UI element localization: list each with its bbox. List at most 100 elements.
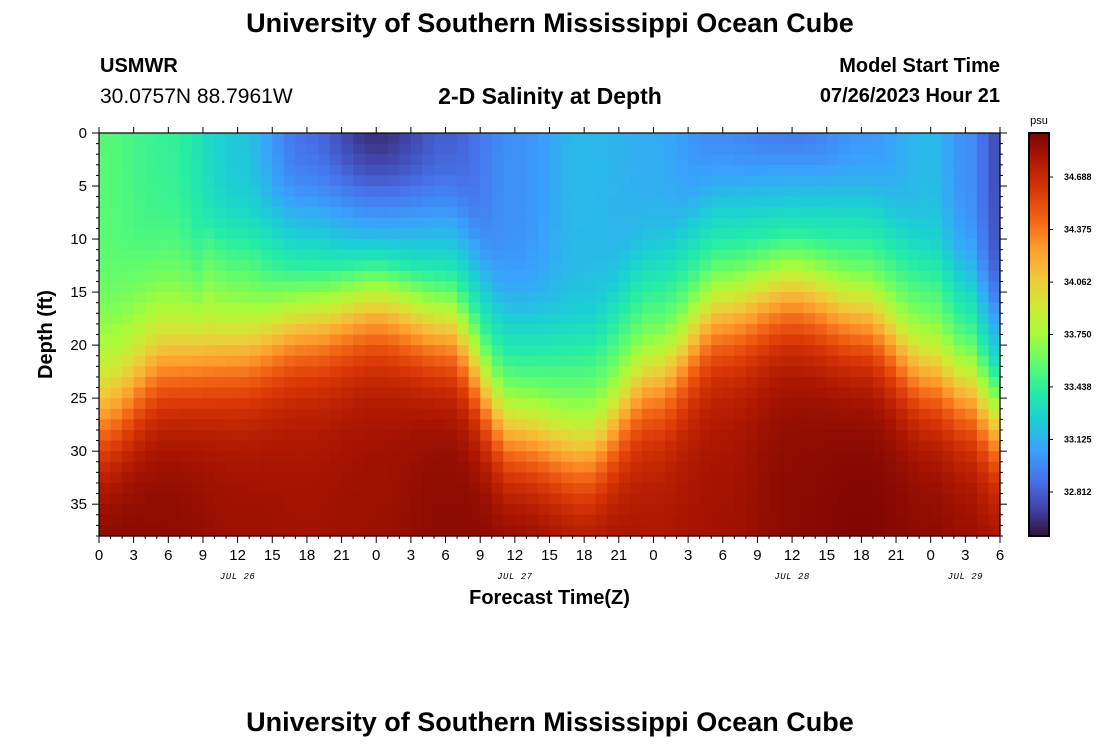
heatmap-cell: [503, 249, 516, 261]
heatmap-cell: [260, 472, 273, 484]
heatmap-cell: [849, 355, 862, 367]
heatmap-cell: [353, 133, 366, 145]
y-tick-label: 20: [70, 337, 87, 354]
heatmap-cell: [549, 186, 562, 198]
heatmap-cell: [872, 323, 886, 336]
heatmap-cell: [965, 323, 978, 336]
heatmap-cell: [942, 154, 955, 166]
heatmap-cell: [468, 440, 481, 452]
heatmap-cell: [757, 260, 770, 272]
heatmap-cell: [457, 408, 470, 420]
heatmap-cell: [330, 376, 343, 389]
heatmap-cell: [849, 196, 862, 208]
heatmap-cell: [872, 292, 886, 304]
heatmap-cell: [618, 302, 631, 314]
heatmap-cell: [561, 154, 574, 166]
heatmap-cell: [445, 376, 458, 389]
heatmap-cell: [330, 217, 343, 230]
heatmap-cell: [838, 302, 851, 314]
heatmap-cell: [988, 461, 1001, 473]
heatmap-cell: [353, 196, 366, 208]
heatmap-cell: [884, 143, 897, 155]
heatmap-cell: [641, 366, 655, 378]
heatmap-cell: [330, 387, 343, 399]
heatmap-cell: [561, 482, 574, 495]
heatmap-cell: [122, 472, 135, 484]
heatmap-cell: [503, 239, 516, 251]
heatmap-cell: [561, 196, 574, 208]
heatmap-cell: [514, 260, 527, 272]
heatmap-cell: [433, 504, 447, 516]
heatmap-cell: [699, 440, 712, 452]
heatmap-cell: [422, 270, 435, 283]
heatmap-cell: [919, 260, 932, 272]
heatmap-cell: [711, 270, 724, 283]
heatmap-cell: [907, 175, 920, 187]
heatmap-cell: [607, 429, 620, 442]
heatmap-cell: [399, 249, 412, 261]
heatmap-cell: [122, 164, 135, 177]
heatmap-cell: [214, 186, 227, 198]
heatmap-cell: [838, 154, 851, 166]
heatmap-cell: [630, 281, 643, 293]
heatmap-cell: [618, 440, 631, 452]
heatmap-cell: [919, 270, 932, 283]
heatmap-cell: [965, 345, 978, 357]
heatmap-cell: [572, 376, 585, 389]
heatmap-cell: [919, 472, 932, 484]
heatmap-cell: [295, 228, 308, 240]
heatmap-cell: [722, 376, 735, 389]
heatmap-cell: [641, 164, 655, 177]
heatmap-cell: [422, 355, 435, 367]
heatmap-cell: [260, 387, 273, 399]
heatmap-cell: [549, 292, 562, 304]
heatmap-cell: [699, 451, 712, 463]
heatmap-cell: [861, 217, 874, 230]
heatmap-cell: [699, 429, 712, 442]
heatmap-cell: [872, 387, 886, 399]
heatmap-cell: [722, 429, 735, 442]
heatmap-cell: [145, 260, 158, 272]
heatmap-cell: [480, 292, 493, 304]
heatmap-cell: [953, 429, 966, 442]
heatmap-cell: [433, 143, 447, 155]
heatmap-cell: [884, 493, 897, 505]
heatmap-cell: [988, 514, 1001, 526]
heatmap-cell: [110, 207, 123, 219]
heatmap-cell: [191, 164, 204, 177]
heatmap-cell: [480, 355, 493, 367]
heatmap-cell: [953, 175, 966, 187]
heatmap-cell: [156, 281, 169, 293]
heatmap-cell: [376, 408, 389, 420]
heatmap-cell: [907, 133, 920, 145]
heatmap-cell: [618, 408, 631, 420]
heatmap-cell: [353, 281, 366, 293]
heatmap-cell: [480, 239, 493, 251]
heatmap-cell: [665, 398, 678, 410]
heatmap-cell: [283, 419, 296, 431]
heatmap-cell: [133, 345, 146, 357]
heatmap-cell: [988, 133, 1001, 145]
heatmap-cell: [433, 525, 447, 537]
heatmap-cell: [295, 249, 308, 261]
heatmap-cell: [572, 164, 585, 177]
heatmap-cell: [572, 323, 585, 336]
heatmap-cell: [630, 493, 643, 505]
heatmap-cell: [330, 440, 343, 452]
heatmap-cell: [537, 239, 551, 251]
heatmap-cell: [445, 207, 458, 219]
heatmap-cell: [179, 143, 193, 155]
heatmap-cell: [191, 260, 204, 272]
heatmap-cell: [503, 398, 516, 410]
heatmap-cell: [376, 355, 389, 367]
heatmap-cell: [122, 133, 135, 145]
heatmap-cell: [249, 419, 262, 431]
heatmap-cell: [226, 355, 239, 367]
heatmap-cell: [249, 366, 262, 378]
heatmap-cell: [803, 440, 816, 452]
heatmap-cell: [976, 196, 990, 208]
heatmap-cell: [549, 175, 562, 187]
heatmap-cell: [745, 133, 759, 145]
heatmap-cell: [618, 334, 631, 346]
heatmap-cell: [976, 376, 990, 389]
